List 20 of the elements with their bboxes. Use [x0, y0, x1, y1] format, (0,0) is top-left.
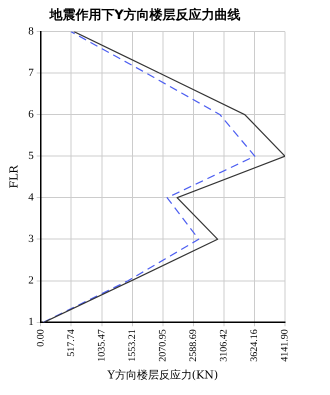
x-tick-label: 3624.16 [249, 329, 260, 362]
y-tick-label: 7 [28, 67, 34, 80]
x-tick-label: 3106.42 [218, 329, 230, 362]
x-axis-title: Y方向楼层反应力(KN) [106, 368, 218, 382]
y-tick-label: 2 [28, 274, 34, 287]
x-tick-label: 1035.47 [96, 329, 108, 362]
y-tick-label: 5 [28, 150, 34, 162]
x-tick-label: 4141.90 [280, 329, 291, 362]
x-tick-label: 2588.69 [188, 329, 200, 362]
chart-title: 地震作用下Y方向楼层反应力曲线 [48, 7, 241, 24]
x-tick-label: 0.00 [35, 329, 46, 347]
y-tick-label: 1 [28, 316, 34, 328]
x-tick-label: 1553.21 [126, 329, 138, 362]
y-tick-label: 3 [28, 233, 34, 246]
y-tick-label: 8 [28, 25, 34, 38]
y-tick-label: 6 [28, 108, 34, 121]
y-axis-title: FLR [7, 164, 20, 189]
y-tick-label: 4 [28, 192, 34, 204]
x-tick-label: 517.74 [66, 329, 77, 357]
x-tick-label: 2070.95 [157, 329, 168, 362]
